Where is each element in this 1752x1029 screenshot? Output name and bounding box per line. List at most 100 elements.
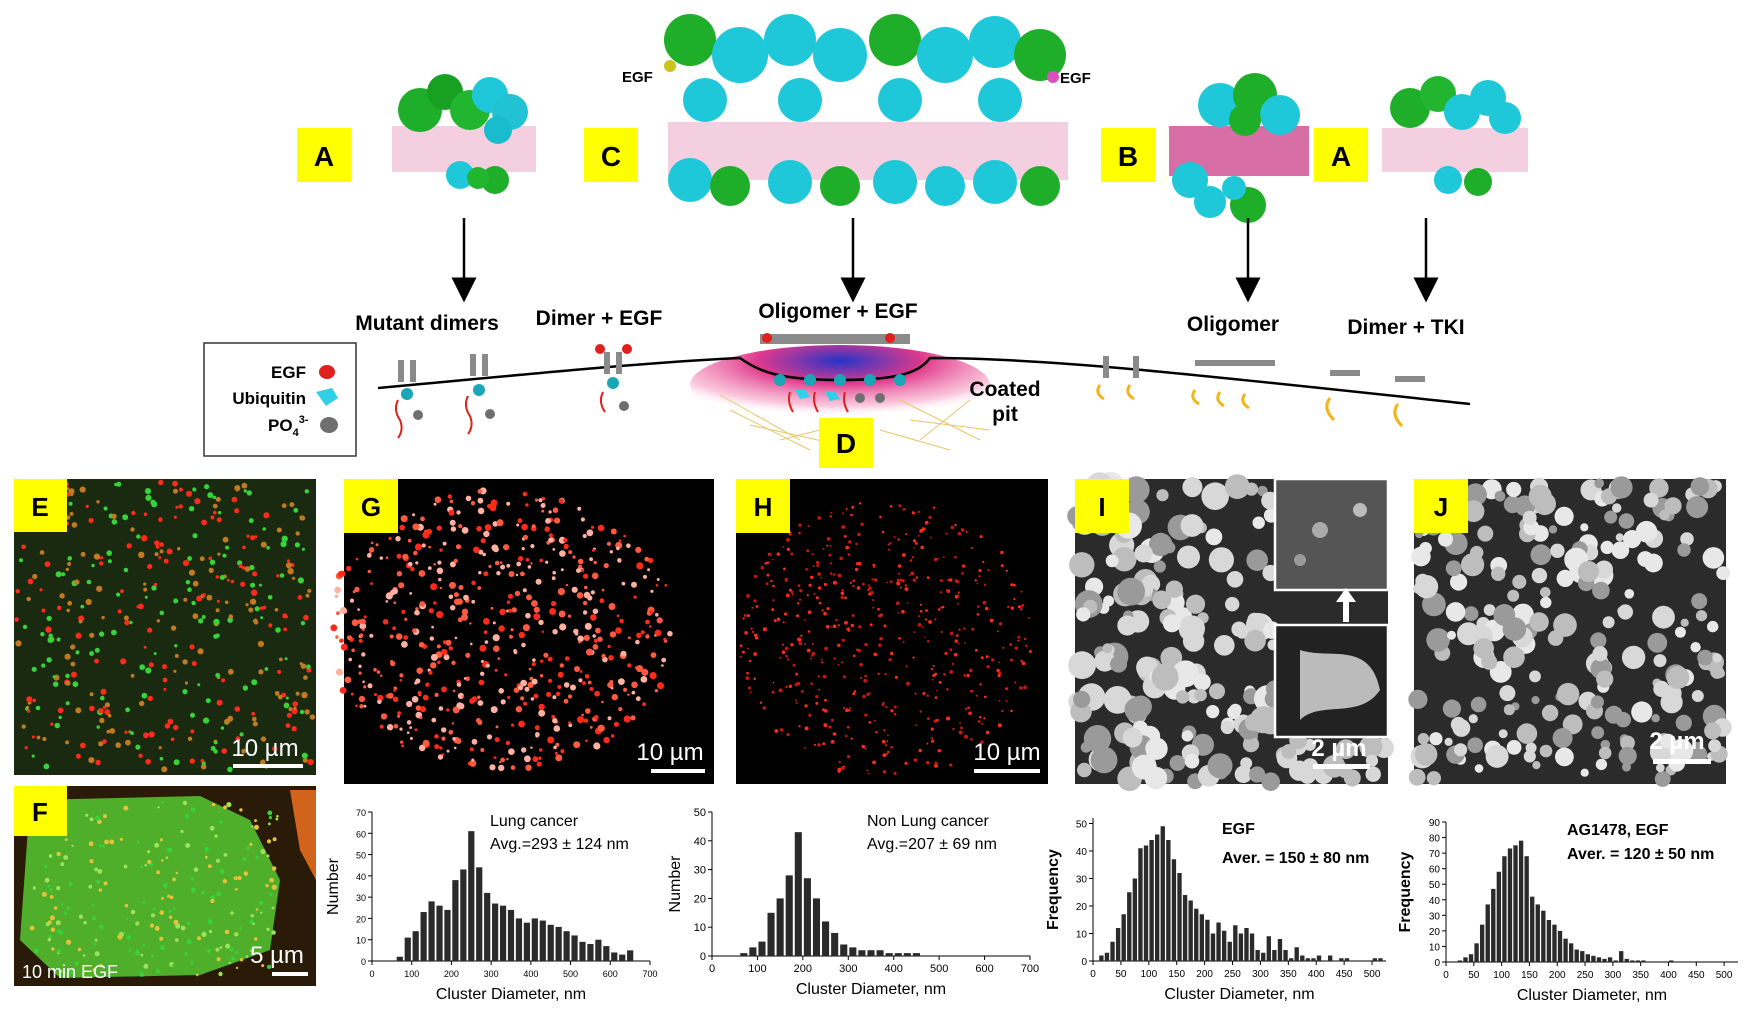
fluorescent-punctum — [577, 635, 584, 642]
fluorescent-punctum — [226, 802, 232, 808]
fluorescent-punctum — [1556, 682, 1580, 706]
fluorescent-punctum — [539, 674, 544, 678]
fluorescent-punctum — [250, 582, 256, 588]
x-axis-label: Cluster Diameter, nm — [436, 986, 586, 1003]
fluorescent-punctum — [821, 609, 824, 612]
fluorescent-punctum — [189, 758, 195, 764]
fluorescent-punctum — [555, 691, 561, 697]
fluorescent-punctum — [841, 661, 843, 664]
fluorescent-punctum — [49, 915, 55, 921]
scale-label-h: 10 µm — [973, 739, 1040, 766]
fluorescent-punctum — [144, 488, 152, 495]
fluorescent-punctum — [1077, 762, 1092, 778]
panel-tag-a-right: A — [1314, 128, 1368, 182]
fluorescent-punctum — [905, 665, 908, 668]
fluorescent-punctum — [599, 598, 605, 604]
fluorescent-punctum — [56, 851, 61, 857]
fluorescent-punctum — [860, 522, 864, 526]
fluorescent-punctum — [583, 591, 591, 599]
fluorescent-punctum — [413, 550, 418, 556]
histogram-bar — [858, 950, 866, 956]
fluorescent-punctum — [928, 620, 932, 624]
fluorescent-punctum — [515, 573, 519, 577]
fluorescent-punctum — [216, 517, 222, 523]
fluorescent-punctum — [884, 672, 887, 676]
fluorescent-punctum — [224, 600, 229, 605]
fluorescent-punctum — [199, 556, 205, 562]
histogram-bar — [1288, 958, 1294, 961]
fluorescent-punctum — [1252, 516, 1265, 529]
fluorescent-punctum — [1529, 612, 1549, 632]
y-tick-label: 40 — [356, 872, 366, 882]
fluorescent-punctum — [254, 824, 259, 830]
fluorescent-punctum — [206, 594, 213, 601]
fluorescent-punctum — [1110, 655, 1128, 673]
fluorescent-punctum — [868, 584, 870, 587]
histogram-bar — [822, 921, 830, 956]
fluorescent-punctum — [978, 716, 982, 719]
fluorescent-punctum — [168, 909, 172, 914]
fluorescent-punctum — [96, 725, 100, 729]
fluorescent-punctum — [151, 585, 157, 591]
fluorescent-punctum — [1426, 628, 1450, 652]
fluorescent-punctum — [143, 512, 148, 516]
fluorescent-punctum — [607, 644, 611, 649]
fluorescent-punctum — [220, 726, 225, 730]
fluorescent-punctum — [167, 718, 174, 725]
fluorescent-punctum — [115, 742, 121, 748]
fluorescent-punctum — [1224, 474, 1250, 499]
fluorescent-punctum — [1464, 483, 1487, 506]
histogram-bar — [1194, 908, 1199, 961]
fluorescent-punctum — [1002, 646, 1005, 650]
x-tick-label: 0 — [369, 969, 374, 979]
fluorescent-punctum — [1591, 726, 1605, 739]
fluorescent-punctum — [1028, 650, 1032, 653]
fluorescent-punctum — [281, 692, 287, 698]
fluorescent-punctum — [1103, 595, 1115, 607]
fluorescent-punctum — [1631, 701, 1653, 723]
fluorescent-punctum — [890, 746, 894, 749]
fluorescent-punctum — [1153, 560, 1166, 573]
fluorescent-punctum — [85, 598, 92, 606]
fluorescent-punctum — [465, 676, 470, 681]
histogram-bar — [587, 943, 594, 961]
fluorescent-punctum — [430, 662, 437, 669]
x-axis-label: Cluster Diameter, nm — [1517, 987, 1667, 1004]
fluorescent-punctum — [173, 515, 177, 519]
fluorescent-punctum — [142, 944, 146, 947]
fluorescent-punctum — [850, 513, 853, 517]
fluorescent-punctum — [1468, 714, 1478, 724]
fluorescent-punctum — [751, 607, 754, 609]
fluorescent-punctum — [912, 656, 915, 659]
fluorescent-punctum — [130, 673, 135, 678]
fluorescent-punctum — [1365, 754, 1379, 767]
fluorescent-punctum — [934, 618, 937, 621]
fluorescent-punctum — [616, 546, 620, 551]
fluorescent-punctum — [1562, 714, 1583, 735]
fluorescent-punctum — [143, 732, 149, 739]
fluorescent-punctum — [1417, 733, 1430, 745]
fluorescent-punctum — [1602, 616, 1615, 629]
fluorescent-punctum — [91, 904, 95, 907]
histogram-bar — [840, 944, 848, 956]
fluorescent-punctum — [1247, 612, 1262, 627]
fluorescent-punctum — [158, 517, 163, 522]
fluorescent-punctum — [374, 693, 377, 697]
y-tick-label: 20 — [1076, 902, 1088, 913]
fluorescent-punctum — [437, 560, 442, 565]
histogram-bar — [428, 901, 435, 961]
fluorescent-punctum — [396, 571, 403, 577]
fluorescent-punctum — [177, 547, 181, 551]
fluorescent-punctum — [212, 503, 218, 509]
fluorescent-punctum — [664, 584, 668, 587]
x-axis-label: Cluster Diameter, nm — [796, 981, 946, 998]
fluorescent-punctum — [226, 578, 230, 582]
fluorescent-punctum — [188, 569, 196, 576]
fluorescent-punctum — [830, 740, 835, 744]
fluorescent-punctum — [223, 805, 228, 810]
fluorescent-punctum — [244, 566, 251, 572]
fluorescent-punctum — [114, 482, 118, 487]
fluorescent-punctum — [529, 676, 534, 681]
fluorescent-punctum — [170, 625, 177, 631]
fluorescent-punctum — [881, 703, 885, 707]
